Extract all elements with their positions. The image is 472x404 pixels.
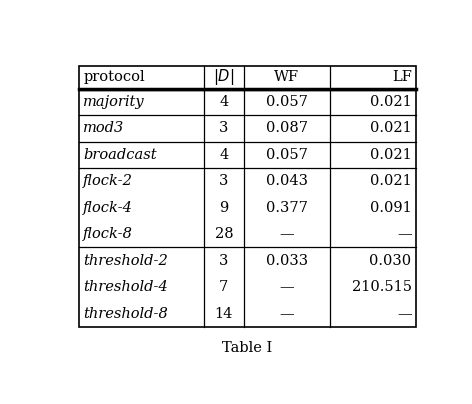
Text: protocol: protocol	[83, 70, 145, 84]
Text: 0.057: 0.057	[266, 148, 308, 162]
Text: flock-8: flock-8	[83, 227, 133, 241]
Text: Table I: Table I	[222, 341, 272, 355]
Text: 3: 3	[219, 121, 228, 135]
Text: mod3: mod3	[83, 121, 125, 135]
Text: flock-4: flock-4	[83, 201, 133, 215]
Text: flock-2: flock-2	[83, 174, 133, 188]
Text: 9: 9	[219, 201, 228, 215]
Text: —: —	[397, 307, 412, 321]
Text: 0.021: 0.021	[370, 174, 412, 188]
Text: 14: 14	[215, 307, 233, 321]
Text: threshold-8: threshold-8	[83, 307, 168, 321]
Text: $|D|$: $|D|$	[213, 67, 235, 87]
Text: 3: 3	[219, 174, 228, 188]
Text: 0.030: 0.030	[370, 254, 412, 268]
Text: 4: 4	[219, 95, 228, 109]
Text: —: —	[279, 227, 294, 241]
Text: 0.021: 0.021	[370, 95, 412, 109]
Text: 0.033: 0.033	[266, 254, 308, 268]
Text: 210.515: 210.515	[352, 280, 412, 294]
Text: 3: 3	[219, 254, 228, 268]
Text: 0.057: 0.057	[266, 95, 308, 109]
Text: 0.043: 0.043	[266, 174, 308, 188]
Text: 0.021: 0.021	[370, 121, 412, 135]
Text: —: —	[397, 227, 412, 241]
Text: threshold-4: threshold-4	[83, 280, 168, 294]
Text: majority: majority	[83, 95, 145, 109]
Text: 28: 28	[214, 227, 233, 241]
Text: 0.377: 0.377	[266, 201, 308, 215]
Text: broadcast: broadcast	[83, 148, 157, 162]
Text: 0.021: 0.021	[370, 148, 412, 162]
Text: 0.091: 0.091	[370, 201, 412, 215]
Text: LF: LF	[392, 70, 412, 84]
Text: 4: 4	[219, 148, 228, 162]
Text: threshold-2: threshold-2	[83, 254, 168, 268]
Text: WF: WF	[274, 70, 300, 84]
Text: 0.087: 0.087	[266, 121, 308, 135]
Text: —: —	[279, 307, 294, 321]
Bar	[79, 65, 416, 327]
Text: —: —	[279, 280, 294, 294]
Text: 7: 7	[219, 280, 228, 294]
